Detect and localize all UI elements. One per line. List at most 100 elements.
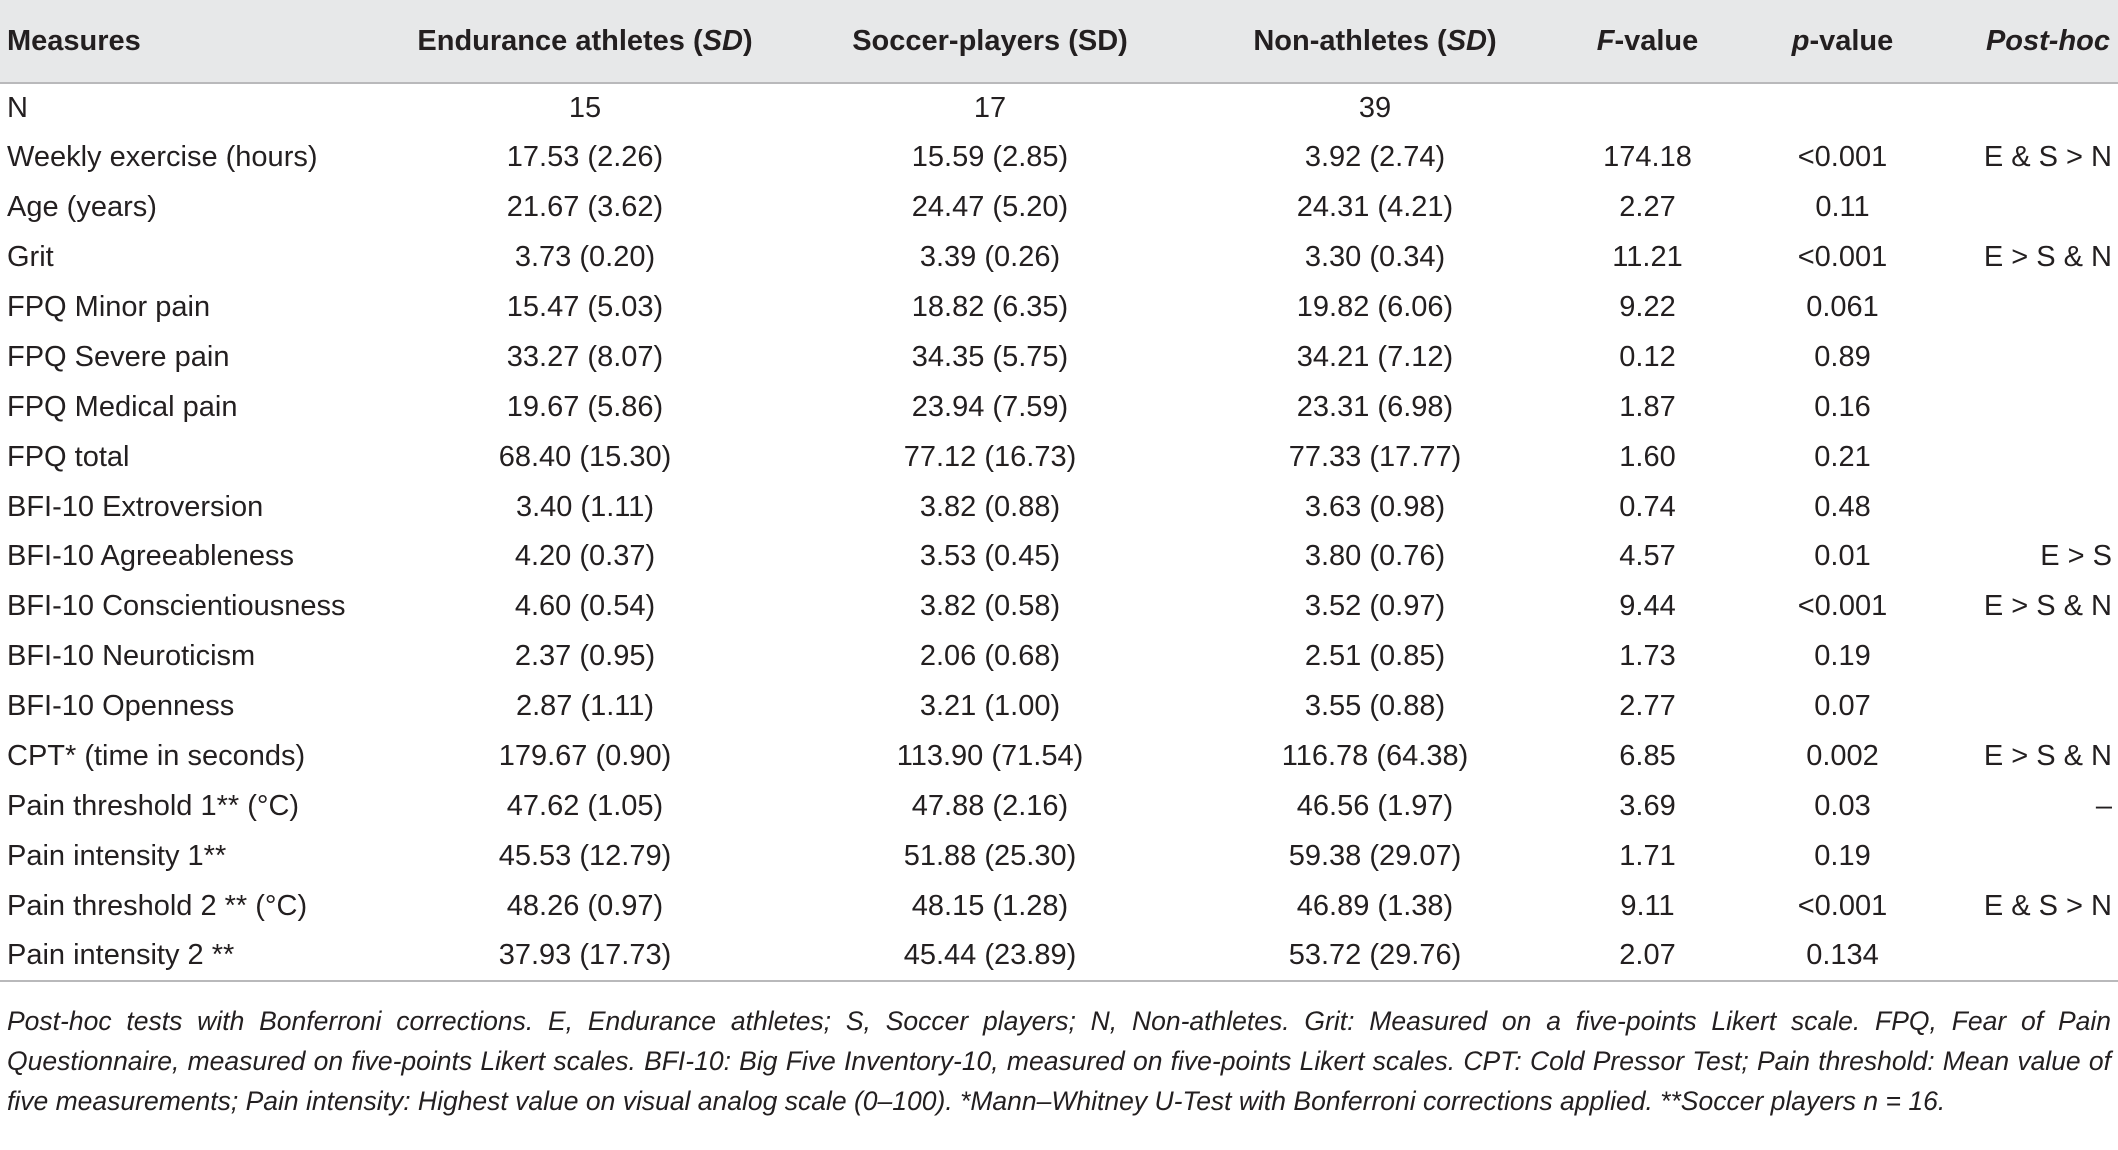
cell-soccer: 3.21 (1.00) bbox=[919, 690, 1061, 723]
cell-soccer: 3.53 (0.45) bbox=[919, 540, 1061, 573]
header-p-suffix: -value bbox=[1809, 24, 1894, 57]
cell-f-value: 11.21 bbox=[1612, 241, 1683, 274]
cell-endurance: 19.67 (5.86) bbox=[506, 390, 664, 423]
cell-p-value: 0.07 bbox=[1814, 690, 1871, 723]
cell-measure: BFI-10 Neuroticism bbox=[7, 640, 256, 673]
cell-endurance: 47.62 (1.05) bbox=[506, 789, 664, 822]
cell-non-athletes: 77.33 (17.77) bbox=[1288, 440, 1462, 473]
cell-f-value: 9.22 bbox=[1619, 291, 1676, 323]
cell-post-hoc bbox=[1950, 382, 2118, 432]
cell-measure: FPQ Medical pain bbox=[7, 390, 238, 423]
cell-soccer: 3.82 (0.88) bbox=[919, 490, 1061, 523]
cell-endurance: 4.60 (0.54) bbox=[514, 590, 656, 623]
table-row: N 15 17 39 bbox=[0, 83, 2118, 133]
table-row: FPQ Severe pain 33.27 (8.07) 34.35 (5.75) 3… bbox=[0, 332, 2118, 382]
cell-soccer: 3.82 (0.58) bbox=[919, 590, 1061, 623]
cell-non-athletes: 34.21 (7.12) bbox=[1296, 340, 1454, 373]
header-post-hoc: Post-hoc bbox=[1950, 0, 2118, 84]
cell-measure: Pain threshold 1** (°C) bbox=[7, 789, 300, 822]
cell-measure: CPT* (time in seconds) bbox=[7, 740, 306, 773]
header-measures: Measures bbox=[0, 0, 380, 84]
cell-post-hoc: E & S > N bbox=[1983, 141, 2112, 174]
cell-endurance: 15 bbox=[568, 91, 602, 124]
table-row: FPQ total 68.40 (15.30) 77.12 (16.73) 77.33… bbox=[0, 432, 2118, 482]
cell-endurance: 4.20 (0.37) bbox=[514, 540, 656, 573]
header-row: Measures Endurance athletes (SD) Soccer-… bbox=[0, 0, 2118, 84]
cell-measure: Pain intensity 2 ** bbox=[0, 931, 380, 983]
cell-post-hoc: – bbox=[2095, 789, 2112, 822]
cell-endurance: 179.67 (0.90) bbox=[498, 740, 672, 773]
cell-p-value: <0.001 bbox=[1797, 141, 1888, 174]
cell-post-hoc bbox=[1950, 83, 2118, 133]
cell-non-athletes: 24.31 (4.21) bbox=[1296, 191, 1454, 224]
cell-endurance: 33.27 (8.07) bbox=[506, 340, 664, 373]
cell-p-value: 0.16 bbox=[1814, 390, 1871, 423]
cell-post-hoc bbox=[1950, 831, 2118, 881]
cell-post-hoc bbox=[1950, 931, 2118, 983]
table-row: BFI-10 Extroversion 3.40 (1.11) 3.82 (0.88… bbox=[0, 482, 2118, 532]
cell-endurance: 45.53 (12.79) bbox=[498, 839, 672, 872]
cell-soccer: 2.06 (0.68) bbox=[919, 640, 1061, 673]
header-endurance-text: Endurance athletes ( bbox=[417, 24, 703, 57]
cell-measure: BFI-10 Extroversion bbox=[7, 490, 264, 523]
results-table: Measures Endurance athletes (SD) Soccer-… bbox=[0, 0, 2118, 983]
cell-non-athletes: 46.56 (1.97) bbox=[1296, 789, 1454, 822]
cell-soccer: 45.44 (23.89) bbox=[790, 931, 1190, 983]
cell-p-value bbox=[1735, 83, 1950, 133]
table-row: Pain intensity 1** 45.53 (12.79) 51.88 (25… bbox=[0, 831, 2118, 881]
cell-soccer: 23.94 (7.59) bbox=[911, 390, 1069, 423]
table-row: BFI-10 Openness 2.87 (1.11) 3.21 (1.00) 3.5… bbox=[0, 682, 2118, 732]
header-p-value: p-value bbox=[1735, 0, 1950, 84]
cell-non-athletes: 3.30 (0.34) bbox=[1304, 241, 1446, 274]
header-endurance: Endurance athletes (SD) bbox=[380, 0, 790, 84]
table-row: Pain intensity 2 ** 37.93 (17.73) 45.44 (2… bbox=[0, 931, 2118, 983]
header-endurance-close: ) bbox=[742, 24, 753, 57]
header-f-symbol: F bbox=[1596, 24, 1615, 57]
table-row: CPT* (time in seconds) 179.67 (0.90) 113.9… bbox=[0, 732, 2118, 782]
cell-endurance: 2.37 (0.95) bbox=[514, 640, 656, 673]
cell-f-value: 3.69 bbox=[1619, 789, 1676, 822]
cell-endurance: 15.47 (5.03) bbox=[506, 291, 664, 323]
cell-non-athletes: 53.72 (29.76) bbox=[1190, 931, 1560, 983]
cell-measure: Pain threshold 2 ** (°C) bbox=[7, 889, 308, 922]
cell-f-value: 9.44 bbox=[1619, 590, 1676, 623]
cell-endurance: 17.53 (2.26) bbox=[506, 141, 664, 174]
table-row: BFI-10 Conscientiousness 4.60 (0.54) 3.82 … bbox=[0, 582, 2118, 632]
cell-measure: Age (years) bbox=[7, 191, 157, 224]
cell-measure: N bbox=[7, 91, 28, 124]
cell-soccer: 3.39 (0.26) bbox=[919, 241, 1061, 274]
cell-post-hoc bbox=[1950, 183, 2118, 233]
table-row: Grit 3.73 (0.20) 3.39 (0.26) 3.30 (0.34) 11.… bbox=[0, 233, 2118, 283]
cell-soccer: 34.35 (5.75) bbox=[911, 340, 1069, 373]
cell-non-athletes: 46.89 (1.38) bbox=[1296, 889, 1454, 922]
cell-p-value: 0.002 bbox=[1806, 740, 1879, 773]
cell-non-athletes: 19.82 (6.06) bbox=[1296, 291, 1454, 323]
cell-measure: BFI-10 Openness bbox=[7, 690, 235, 723]
cell-endurance: 68.40 (15.30) bbox=[498, 440, 672, 473]
table-body: N 15 17 39 Weekly exercise (hours) 17.53 (2.2… bbox=[0, 83, 2118, 983]
cell-non-athletes: 23.31 (6.98) bbox=[1296, 390, 1454, 423]
cell-post-hoc bbox=[1950, 332, 2118, 382]
cell-soccer: 15.59 (2.85) bbox=[911, 141, 1069, 174]
cell-f-value: 1.60 bbox=[1619, 440, 1676, 473]
cell-non-athletes: 116.78 (64.38) bbox=[1281, 740, 1469, 773]
cell-soccer: 24.47 (5.20) bbox=[911, 191, 1069, 224]
cell-non-athletes: 3.80 (0.76) bbox=[1304, 540, 1446, 573]
cell-soccer: 113.90 (71.54) bbox=[896, 740, 1084, 773]
cell-non-athletes: 39 bbox=[1358, 91, 1392, 124]
cell-soccer: 47.88 (2.16) bbox=[911, 789, 1069, 822]
table-row: Pain threshold 2 ** (°C) 48.26 (0.97) 48.1… bbox=[0, 881, 2118, 931]
cell-soccer: 18.82 (6.35) bbox=[911, 291, 1069, 323]
cell-f-value: 0.74 bbox=[1619, 490, 1676, 523]
cell-measure: FPQ Severe pain bbox=[7, 340, 230, 373]
cell-p-value: <0.001 bbox=[1797, 889, 1888, 922]
cell-non-athletes: 3.92 (2.74) bbox=[1304, 141, 1446, 174]
cell-post-hoc: E > S & N bbox=[1983, 590, 2112, 623]
cell-measure: BFI-10 Conscientiousness bbox=[7, 590, 346, 623]
header-soccer: Soccer-players (SD) bbox=[790, 0, 1190, 84]
cell-p-value: 0.21 bbox=[1814, 440, 1871, 473]
cell-post-hoc bbox=[1950, 432, 2118, 482]
cell-f-value: 0.12 bbox=[1619, 340, 1676, 373]
cell-post-hoc bbox=[1950, 283, 2118, 333]
table-row: BFI-10 Agreeableness 4.20 (0.37) 3.53 (0.4… bbox=[0, 532, 2118, 582]
